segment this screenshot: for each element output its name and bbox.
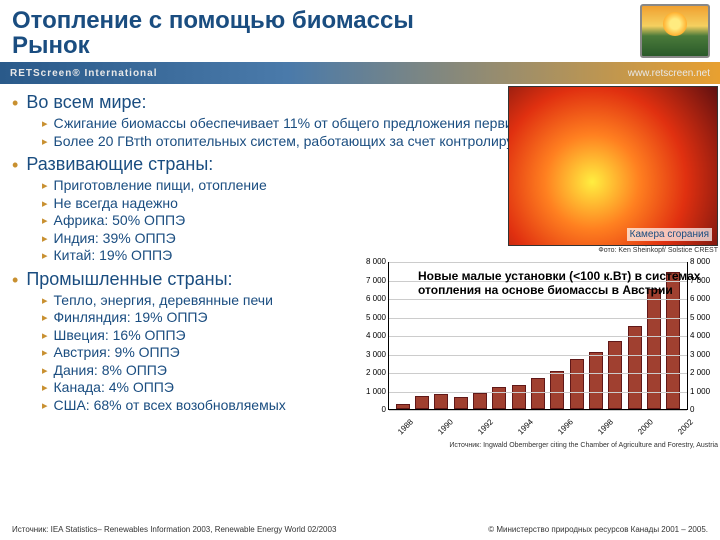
arrow-icon: ▸	[42, 295, 48, 309]
chart-bar	[608, 341, 622, 409]
section-heading: Развивающие страны:	[26, 154, 213, 175]
chart-xlabel: 1996	[556, 418, 575, 437]
item-text: Тепло, энергия, деревянные печи	[54, 292, 273, 310]
item-text: Австрия: 9% ОППЭ	[54, 344, 180, 362]
chart-xlabel: 1990	[436, 418, 455, 437]
chart-title: Новые малые установки (<100 к.Вт) в сист…	[418, 270, 718, 298]
bullet-icon: •	[12, 94, 18, 112]
title-line2: Рынок	[12, 33, 708, 58]
header: Отопление с помощью биомассы Рынок	[0, 0, 720, 62]
arrow-icon: ▸	[42, 180, 48, 194]
item-text: Канада: 4% ОППЭ	[54, 379, 174, 397]
chart-bar	[589, 352, 603, 409]
item-text: США: 68% от всех возобновляемых	[54, 397, 286, 415]
list-item: ▸ Китай: 19% ОППЭ	[42, 247, 392, 265]
chart-bar	[473, 393, 487, 410]
sub-list-industrial: ▸ Тепло, энергия, деревянные печи ▸ Финлян…	[42, 292, 392, 415]
photo-credit: Фото: Ken Sheinkopf/ Solstice CREST	[598, 247, 718, 254]
chart-bar	[434, 394, 448, 410]
chart-xlabel: 1998	[596, 418, 615, 437]
chart-source: Источник: Ingwald Obemberger citing the …	[449, 442, 718, 449]
item-text: Финляндия: 19% ОППЭ	[54, 309, 208, 327]
photo-caption: Камера сгорания	[627, 228, 712, 241]
list-item: ▸ Африка: 50% ОППЭ	[42, 212, 392, 230]
chart-bar	[492, 387, 506, 409]
chart-bar	[531, 378, 545, 409]
item-text: Приготовление пищи, отопление	[54, 177, 267, 195]
list-item: ▸ Дания: 8% ОППЭ	[42, 362, 392, 380]
footer-copyright: © Министерство природных ресурсов Канады…	[488, 525, 708, 534]
item-text: Дания: 8% ОППЭ	[54, 362, 167, 380]
section-heading: Промышленные страны:	[26, 269, 232, 290]
sub-list-developing: ▸ Приготовление пищи, отопление ▸ Не всегд…	[42, 177, 392, 265]
banner: RETScreen® International www.retscreen.n…	[0, 62, 720, 84]
arrow-icon: ▸	[42, 136, 48, 150]
item-text: Африка: 50% ОППЭ	[54, 212, 186, 230]
list-item: ▸ Финляндия: 19% ОППЭ	[42, 309, 392, 327]
chart-xlabel: 1988	[396, 418, 415, 437]
content-area: • Во всем мире: ▸Сжигание биомассы обесп…	[0, 84, 720, 422]
section-heading: Во всем мире:	[26, 92, 146, 113]
chart-xlabels: 19881990199219941996199820002002	[388, 412, 688, 442]
list-item: ▸ Не всегда надежно	[42, 195, 392, 213]
arrow-icon: ▸	[42, 400, 48, 414]
chart-xlabel: 1994	[516, 418, 535, 437]
arrow-icon: ▸	[42, 250, 48, 264]
arrow-icon: ▸	[42, 198, 48, 212]
chart-bar	[415, 396, 429, 409]
list-item: ▸ Канада: 4% ОППЭ	[42, 379, 392, 397]
chart-xlabel: 2000	[636, 418, 655, 437]
list-item: ▸ Приготовление пищи, отопление	[42, 177, 392, 195]
combustion-chamber-photo	[508, 86, 718, 246]
chart-bar	[550, 371, 564, 410]
banner-brand: RETScreen® International	[10, 68, 158, 79]
bullet-icon: •	[12, 271, 18, 289]
footer: Источник: IEA Statistics– Renewables Inf…	[12, 525, 708, 534]
arrow-icon: ▸	[42, 215, 48, 229]
chart-bar	[570, 359, 584, 409]
list-item: ▸ США: 68% от всех возобновляемых	[42, 397, 392, 415]
arrow-icon: ▸	[42, 118, 48, 132]
chart-xlabel: 2002	[676, 418, 695, 437]
list-item: ▸ Австрия: 9% ОППЭ	[42, 344, 392, 362]
list-item: ▸ Тепло, энергия, деревянные печи	[42, 292, 392, 310]
item-text: Швеция: 16% ОППЭ	[54, 327, 186, 345]
austria-biomass-chart: Новые малые установки (<100 к.Вт) в сист…	[358, 262, 718, 442]
chart-bar	[396, 404, 410, 410]
footer-source: Источник: IEA Statistics– Renewables Inf…	[12, 525, 336, 534]
list-item: ▸ Индия: 39% ОППЭ	[42, 230, 392, 248]
banner-url: www.retscreen.net	[628, 68, 710, 79]
arrow-icon: ▸	[42, 365, 48, 379]
arrow-icon: ▸	[42, 330, 48, 344]
retscreen-logo	[640, 4, 710, 58]
chart-bar	[512, 385, 526, 409]
chart-xlabel: 1992	[476, 418, 495, 437]
item-text: Индия: 39% ОППЭ	[54, 230, 176, 248]
bullet-icon: •	[12, 156, 18, 174]
arrow-icon: ▸	[42, 233, 48, 247]
chart-bar	[454, 397, 468, 410]
arrow-icon: ▸	[42, 312, 48, 326]
item-text: Не всегда надежно	[54, 195, 178, 213]
arrow-icon: ▸	[42, 382, 48, 396]
chart-bar	[628, 326, 642, 409]
list-item: ▸ Швеция: 16% ОППЭ	[42, 327, 392, 345]
item-text: Китай: 19% ОППЭ	[54, 247, 173, 265]
title-line1: Отопление с помощью биомассы	[12, 8, 708, 33]
arrow-icon: ▸	[42, 347, 48, 361]
